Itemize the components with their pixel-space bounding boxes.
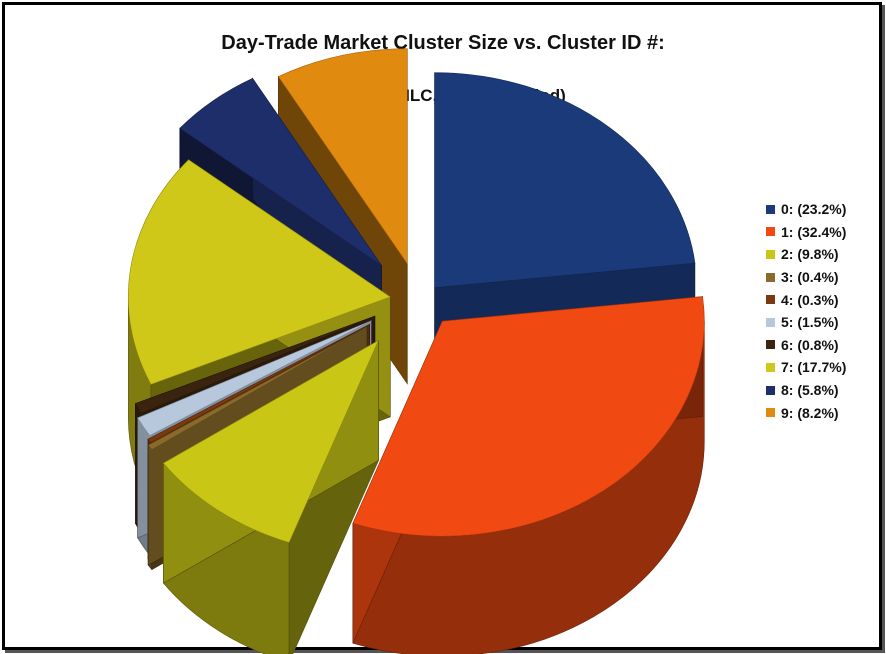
legend-label-1: 1: (32.4%) xyxy=(781,223,847,240)
chart-legend: 0: (23.2%) 1: (32.4%) 2: (9.8%) 3: (0.4%) 4:… xyxy=(766,198,846,424)
pie-slice-top-0 xyxy=(434,72,696,289)
legend-swatch-9 xyxy=(766,408,775,418)
pie-slice-top-1 xyxy=(352,296,705,537)
legend-label-3: 3: (0.4%) xyxy=(781,269,839,286)
legend-swatch-0 xyxy=(766,204,775,214)
legend-label-5: 5: (1.5%) xyxy=(781,314,839,331)
legend-item-8: 8: (5.8%) xyxy=(766,379,846,402)
legend-label-6: 6: (0.8%) xyxy=(781,336,839,353)
legend-item-2: 2: (9.8%) xyxy=(766,243,846,266)
pie-slice-top-5 xyxy=(137,320,372,436)
legend-item-3: 3: (0.4%) xyxy=(766,266,846,289)
pie-slice-top-8 xyxy=(179,77,382,266)
legend-label-8: 8: (5.8%) xyxy=(781,382,839,399)
legend-swatch-5 xyxy=(766,317,775,327)
legend-swatch-2 xyxy=(766,249,775,259)
legend-swatch-6 xyxy=(766,340,775,350)
legend-item-9: 9: (8.2%) xyxy=(766,401,846,424)
legend-swatch-7 xyxy=(766,362,775,372)
pie-slice-top-9 xyxy=(277,48,408,265)
legend-swatch-8 xyxy=(766,385,775,395)
pie-slice-top-2 xyxy=(162,339,380,543)
pie-slice-1 xyxy=(352,296,705,654)
legend-swatch-1 xyxy=(766,227,775,237)
pie-slice-top-3 xyxy=(147,326,368,450)
legend-label-0: 0: (23.2%) xyxy=(781,201,847,218)
legend-label-4: 4: (0.3%) xyxy=(781,291,839,308)
legend-item-1: 1: (32.4%) xyxy=(766,221,846,244)
pie-slice-top-7 xyxy=(128,159,391,385)
chart-title: Day-Trade Market Cluster Size vs. Cluste… xyxy=(221,32,665,54)
legend-item-4: 4: (0.3%) xyxy=(766,288,846,311)
legend-label-2: 2: (9.8%) xyxy=(781,246,839,263)
legend-item-6: 6: (0.8%) xyxy=(766,334,846,357)
legend-swatch-3 xyxy=(766,272,775,282)
legend-item-7: 7: (17.7%) xyxy=(766,356,846,379)
legend-item-0: 0: (23.2%) xyxy=(766,198,846,221)
legend-swatch-4 xyxy=(766,295,775,305)
legend-label-9: 9: (8.2%) xyxy=(781,404,839,421)
pie-slice-top-4 xyxy=(147,324,370,443)
legend-label-7: 7: (17.7%) xyxy=(781,359,847,376)
pie-slice-top-6 xyxy=(135,315,375,414)
pie-slice-2 xyxy=(162,339,380,654)
legend-item-5: 5: (1.5%) xyxy=(766,311,846,334)
